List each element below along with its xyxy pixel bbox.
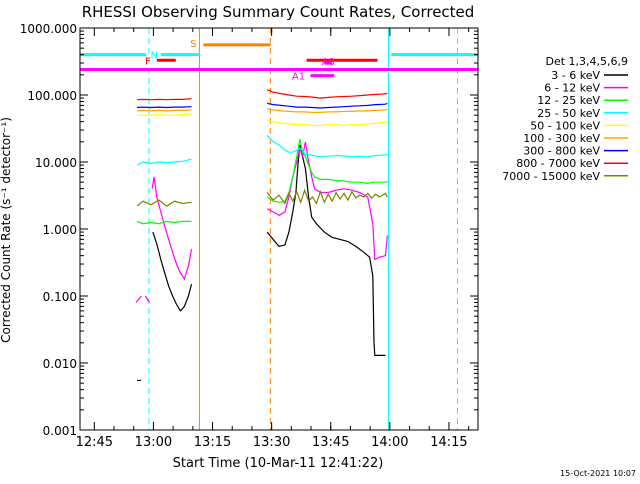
series-6-12-kev-segment-1 (135, 295, 142, 303)
series-3-6-kev-segment-2 (152, 231, 193, 312)
x-tick-label: 13:15 (194, 435, 231, 450)
x-tick-label: 13:45 (312, 435, 349, 450)
series-25-50-kev-segment-2 (266, 134, 388, 158)
y-tick-label: 0.100 (43, 290, 77, 304)
series-7000-15000-kev-segment-2 (266, 188, 388, 205)
flag-bars: N S F A1 A0 (80, 39, 478, 83)
series-300-800-kev-segment-1 (137, 106, 192, 109)
x-tick-label: 12:45 (76, 435, 113, 450)
series-100-300-kev-segment-1 (137, 109, 192, 112)
y-tick-label: 0.001 (43, 424, 77, 438)
legend-header: Det 1,3,4,5,6,9 (545, 55, 628, 68)
legend-label-300-800-kev: 300 - 800 keV (523, 145, 600, 158)
series-50-100-kev-segment-1 (137, 113, 192, 116)
series-25-50-kev-segment-1 (136, 158, 192, 166)
series-12-25-kev-segment-1 (136, 220, 192, 225)
y-tick-label: 1.000 (43, 223, 77, 237)
flag-bar-s-label: S (190, 39, 196, 50)
series-100-300-kev-segment-2 (267, 108, 388, 114)
legend-label-25-50-kev: 25 - 50 keV (537, 107, 600, 120)
flag-bar-a0-label: A0 (322, 57, 335, 68)
chart-title: RHESSI Observing Summary Count Rates, Co… (82, 3, 475, 21)
series-6-12-kev-segment-3 (151, 176, 193, 281)
x-tick-label: 13:00 (135, 435, 172, 450)
x-tick-label: 14:00 (371, 435, 408, 450)
legend-label-3-6-kev: 3 - 6 keV (551, 69, 600, 82)
y-tick-label: 0.010 (43, 357, 77, 371)
series-300-800-kev-segment-2 (267, 102, 388, 109)
series-50-100-kev-segment-2 (267, 119, 388, 127)
series-3-6-kev-segment-3 (266, 144, 386, 356)
legend-label-6-12-kev: 6 - 12 keV (544, 82, 600, 95)
y-tick-label: 1000.000 (20, 22, 77, 36)
x-tick-label: 13:30 (253, 435, 290, 450)
legend-label-7000-15000-kev: 7000 - 15000 keV (502, 170, 600, 183)
flag-bar-n-label: N (150, 51, 157, 62)
series-800-7000-kev-segment-1 (137, 98, 192, 101)
x-axis-label: Start Time (10-Mar-11 12:41:22) (173, 456, 384, 471)
legend-label-50-100-kev: 50 - 100 keV (530, 119, 600, 132)
flag-bar-a1-label: A1 (292, 72, 305, 83)
series-6-12-kev-segment-2 (144, 295, 150, 303)
x-tick-label: 14:15 (430, 435, 467, 450)
plot-axes: 1000.000 100.000 10.000 1.000 0.100 0.010 0.00… (20, 22, 479, 450)
data-series (135, 89, 388, 381)
legend-label-800-7000-kev: 800 - 7000 keV (516, 157, 600, 170)
y-tick-label: 100.000 (27, 89, 77, 103)
footer-timestamp: 15-Oct-2021 10:07 (560, 469, 636, 478)
flag-bar-f-label: F (145, 56, 151, 67)
series-7000-15000-kev-segment-1 (136, 199, 192, 207)
legend-label-12-25-kev: 12 - 25 keV (537, 94, 600, 107)
legend-label-100-300-kev: 100 - 300 keV (523, 132, 600, 145)
series-6-12-kev-segment-4 (266, 141, 388, 261)
series-800-7000-kev-segment-2 (266, 89, 388, 99)
y-tick-label: 10.000 (35, 156, 77, 170)
y-axis-label: Corrected Count Rate (s⁻¹ detector⁻¹) (0, 117, 13, 343)
